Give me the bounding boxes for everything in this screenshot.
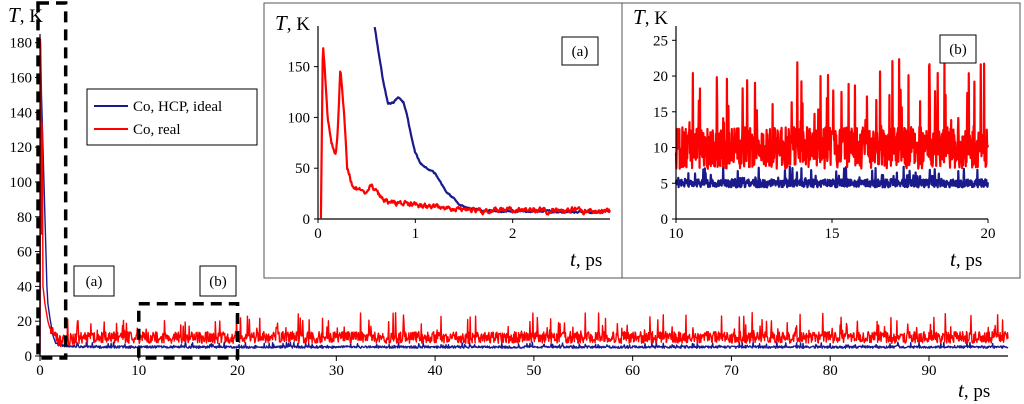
inset-a-x-tick-label: 2 <box>509 226 517 242</box>
annotation-b: (b) <box>137 265 240 360</box>
inset-a-tick-labels: 0 1 2 0 50 100 150 <box>288 60 517 242</box>
main-x-tick-label: 50 <box>526 363 541 379</box>
inset-a-x-tick-label: 0 <box>314 226 322 242</box>
main-x-tick-label: 40 <box>428 363 443 379</box>
inset-b-y-tick-label: 0 <box>661 212 669 228</box>
inset-a-axes <box>314 26 610 223</box>
annotation-label-box-a <box>73 265 115 297</box>
main-tick-labels: 0 10 20 30 40 50 60 70 80 90020406080100120140160… <box>10 36 937 379</box>
inset-b-tag-box <box>939 34 977 64</box>
main-y-tick-label: 160 <box>10 71 33 87</box>
inset-b-ylabel: T, K <box>633 5 668 29</box>
inset-b-y-tick-label: 10 <box>653 141 668 157</box>
inset-b: 10 15 20 0 5 10 15 20 25 T, K t, ps (b) <box>621 2 1021 279</box>
main-x-tick-label: 30 <box>329 363 344 379</box>
annotation-label-a: (a) <box>86 274 103 290</box>
main-y-tick-label: 80 <box>17 210 32 226</box>
inset-a-x-tick-label: 1 <box>412 226 420 242</box>
annotation-a: (a) <box>36 1 115 360</box>
inset-b-tick-labels: 10 15 20 0 5 10 15 20 25 <box>653 33 996 242</box>
main-y-tick-label: 120 <box>10 140 33 156</box>
main-y-tick-label: 140 <box>10 105 33 121</box>
main-x-tick-label: 60 <box>625 363 640 379</box>
inset-a-series-group <box>319 26 612 219</box>
legend-label-real: Co, real <box>133 122 180 138</box>
main-y-tick-label: 60 <box>17 245 32 261</box>
main-y-tick-label: 180 <box>10 36 33 52</box>
main-x-tick-label: 10 <box>131 363 146 379</box>
inset-b-x-tick-label: 20 <box>981 226 996 242</box>
main-x-tick-label: 70 <box>724 363 739 379</box>
inset-a: 0 1 2 0 50 100 150 T, K t, ps (a) <box>263 2 623 279</box>
inset-a-y-tick-label: 100 <box>288 110 311 126</box>
inset-b-y-tick-label: 5 <box>661 176 669 192</box>
inset-b-xlabel: t, ps <box>950 247 982 271</box>
annotation-box-a <box>36 1 68 360</box>
inset-b-series-ideal <box>674 165 989 189</box>
inset-a-tag-box <box>561 36 599 66</box>
inset-a-y-tick-label: 0 <box>303 212 311 228</box>
main-y-tick-label: 20 <box>17 314 32 330</box>
main-x-tick-label: 90 <box>921 363 936 379</box>
main-x-tick-label: 80 <box>823 363 838 379</box>
legend: Co, HCP, ideal Co, real <box>86 88 258 146</box>
inset-a-series-real <box>319 47 612 219</box>
inset-b-series-group <box>674 58 989 189</box>
inset-a-xlabel: t, ps <box>570 247 602 271</box>
inset-b-y-tick-label: 20 <box>653 69 668 85</box>
main-xlabel: t, ps <box>958 378 990 402</box>
inset-b-axes <box>672 26 989 223</box>
inset-a-ylabel: T, K <box>275 11 310 35</box>
legend-box <box>86 88 258 146</box>
inset-a-y-tick-label: 150 <box>288 60 311 76</box>
inset-a-y-tick-label: 50 <box>295 161 310 177</box>
annotation-box-b <box>137 302 240 360</box>
inset-b-tag: (b) <box>949 42 967 58</box>
main-series-ideal <box>39 42 1009 355</box>
inset-b-y-tick-label: 25 <box>653 33 668 49</box>
main-series-real <box>39 38 1009 352</box>
main-y-tick-label: 100 <box>10 175 33 191</box>
inset-b-x-tick-label: 10 <box>669 226 684 242</box>
inset-b-y-tick-label: 15 <box>653 105 668 121</box>
legend-label-ideal: Co, HCP, ideal <box>133 99 222 115</box>
main-series-group <box>39 38 1009 355</box>
main-y-tick-label: 40 <box>17 279 32 295</box>
main-chart: 0 10 20 30 40 50 60 70 80 90020406080100120140160… <box>8 1 1009 402</box>
annotation-label-box-b <box>199 265 237 297</box>
inset-a-tag: (a) <box>572 44 589 60</box>
inset-b-x-tick-label: 15 <box>825 226 840 242</box>
main-y-tick-label: 0 <box>25 349 33 365</box>
main-x-tick-label: 20 <box>230 363 245 379</box>
main-x-tick-label: 0 <box>36 363 44 379</box>
inset-b-series-real <box>674 58 989 170</box>
annotation-label-b: (b) <box>209 274 227 290</box>
